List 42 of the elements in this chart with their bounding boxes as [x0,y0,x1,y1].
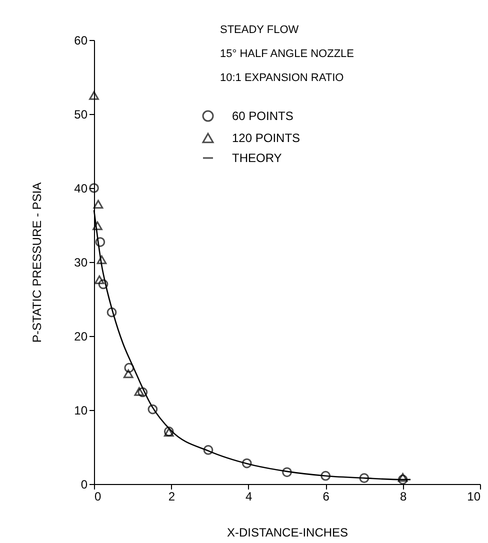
point [96,255,107,264]
point [398,472,408,482]
x-tick-label: 10 [467,490,481,504]
legend-label: THEORY [232,151,282,165]
y-tick-label: 0 [80,478,88,492]
point [89,183,99,193]
x-tick-label: 4 [246,490,253,504]
y-tick-label: 30 [74,256,88,270]
point [282,467,292,478]
point [320,470,331,481]
y-tick-label: 20 [74,330,88,344]
point [123,369,134,378]
point [94,275,104,284]
x-tick-label: 6 [322,490,330,504]
point [203,445,214,455]
legend-label: 120 POINTS [232,131,300,145]
y-tick-label: 50 [74,108,88,122]
point [95,237,106,247]
annotation: 10:1 EXPANSION RATIO [220,72,344,84]
y-tick-label: 60 [74,34,88,48]
y-tick-label: 10 [74,404,88,418]
point [106,307,117,318]
x-tick-label: 8 [400,490,407,504]
text: STEADY FLOW [220,24,300,36]
point [92,221,102,230]
point [124,362,134,373]
point [398,474,408,484]
point [98,279,108,290]
point [93,200,104,209]
y-axis-title: P-STATIC PRESSURE - PSIA [30,182,44,343]
x-tick-label: 0 [94,490,102,504]
x-tick-label: 2 [168,490,176,504]
y-tick-label: 40 [74,182,88,196]
point [359,473,370,484]
point [138,387,148,398]
legend-label: 60 POINTS [232,109,294,123]
annotation: 15° HALF ANGLE NOZZLE [220,48,354,60]
x-axis-title: X-DISTANCE-INCHES [226,526,348,540]
point [134,387,144,396]
point [89,91,99,100]
point [148,404,158,414]
point [242,458,252,468]
